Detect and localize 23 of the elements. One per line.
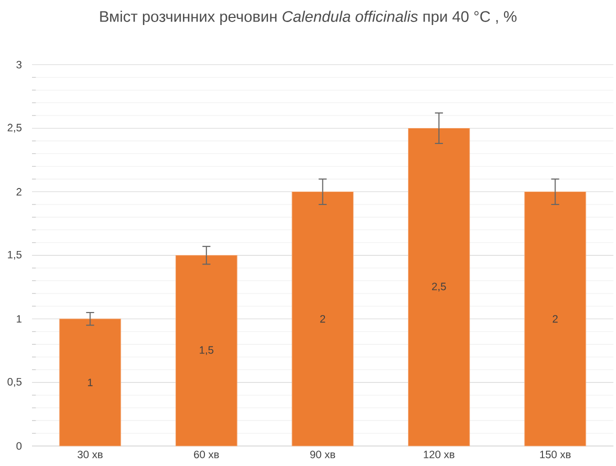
x-tick-label: 120 хв [424,450,454,458]
y-tick-label: 2 [16,188,22,196]
bar [408,128,470,446]
x-tick-label: 150 хв [540,450,571,458]
x-tick-label: 90 хв [310,450,336,458]
y-tick-label: 3 [16,60,22,68]
data-label: 1 [88,378,93,386]
y-tick-label: 1 [16,315,22,323]
data-label: 2 [320,315,326,323]
y-tick-label: 0,5 [8,378,22,387]
bar [524,192,586,446]
x-tick-label: 60 хв [194,450,219,458]
chart-title: Вміст розчинних речовин Calendula officinalis при 40 °C , % [100,10,516,25]
bar [292,192,354,446]
y-tick-label: 2,5 [8,124,22,133]
data-label: 2,5 [432,282,446,292]
bar [175,255,238,446]
y-tick-label: 0 [16,442,22,450]
bar [59,318,122,446]
x-tick-label: 30 хв [78,450,103,458]
data-label: 2 [552,315,558,323]
data-label: 1,5 [200,346,214,355]
y-tick-label: 1,5 [8,250,22,260]
